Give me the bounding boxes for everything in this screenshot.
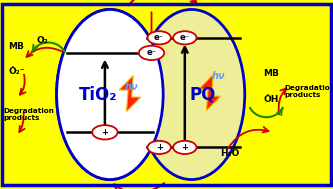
Text: MB: MB — [8, 42, 24, 51]
Text: +: + — [181, 143, 188, 152]
Ellipse shape — [57, 9, 163, 180]
Circle shape — [148, 31, 171, 44]
Text: ȮH: ȮH — [263, 95, 278, 104]
Text: e⁻: e⁻ — [154, 33, 164, 42]
Text: +: + — [156, 143, 163, 152]
Text: PQ: PQ — [190, 85, 216, 104]
Text: TiO₂: TiO₂ — [79, 85, 118, 104]
Text: hν: hν — [125, 82, 139, 92]
Circle shape — [148, 141, 171, 154]
Text: H₂O: H₂O — [220, 149, 239, 158]
Ellipse shape — [138, 9, 245, 180]
Circle shape — [139, 46, 164, 60]
Text: MB: MB — [263, 69, 279, 78]
Text: e⁻: e⁻ — [147, 48, 157, 57]
Text: Ȯ₂⁻: Ȯ₂⁻ — [8, 67, 25, 76]
Polygon shape — [199, 75, 220, 111]
Circle shape — [173, 141, 196, 154]
Text: hν: hν — [211, 71, 225, 81]
Text: Degradation
products: Degradation products — [3, 108, 54, 121]
Polygon shape — [119, 76, 141, 112]
Circle shape — [173, 31, 196, 44]
Ellipse shape — [57, 9, 163, 180]
Text: +: + — [101, 128, 109, 137]
Circle shape — [92, 125, 118, 139]
Text: Degradation
products: Degradation products — [285, 85, 333, 98]
Text: e⁻: e⁻ — [180, 33, 190, 42]
Text: O₂: O₂ — [37, 36, 48, 46]
